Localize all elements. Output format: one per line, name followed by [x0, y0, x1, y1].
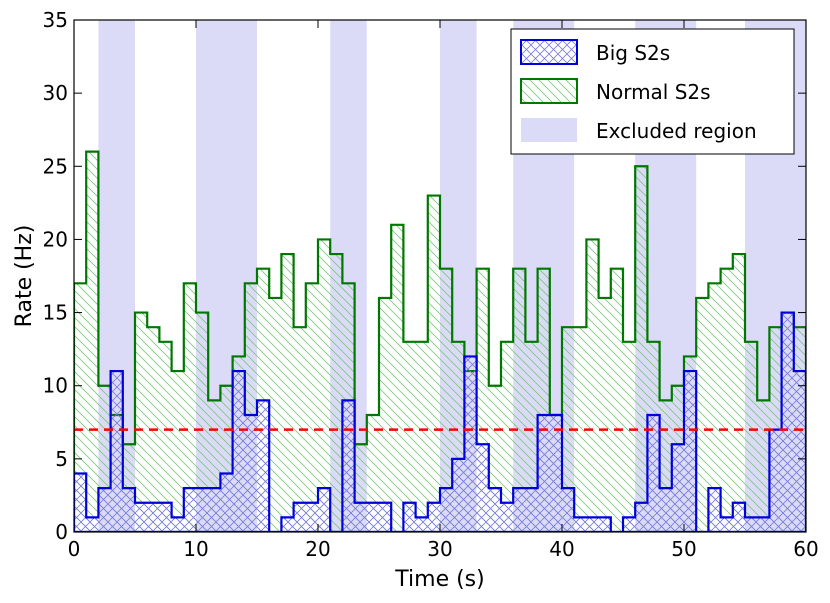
- x-tick-label-60: 60: [793, 537, 818, 561]
- legend-swatch-normal-s2s: [520, 78, 578, 104]
- legend-label-big-s2s: Big S2s: [596, 41, 670, 65]
- x-tick-label-40: 40: [549, 537, 574, 561]
- x-tick-label-10: 10: [183, 537, 208, 561]
- y-tick-label-0: 0: [55, 520, 68, 544]
- y-tick-label-25: 25: [43, 154, 68, 178]
- y-tick-label-15: 15: [43, 301, 68, 325]
- series-big-s2s: [74, 311, 806, 532]
- legend-swatch-big-s2s: [520, 39, 578, 65]
- x-tick-label-20: 20: [305, 537, 330, 561]
- y-tick-label-5: 5: [55, 447, 68, 471]
- series-layer: [74, 150, 806, 532]
- x-tick-label-30: 30: [427, 537, 452, 561]
- legend-label-excluded-region: Excluded region: [596, 119, 757, 143]
- legend: Big S2s Normal S2s Excluded region: [510, 28, 795, 155]
- x-tick-label-0: 0: [68, 537, 81, 561]
- y-axis-label: Rate (Hz): [12, 225, 37, 328]
- y-tick-label-20: 20: [43, 227, 68, 251]
- y-tick-label-10: 10: [43, 374, 68, 398]
- x-tick-label-50: 50: [671, 537, 696, 561]
- y-tick-label-35: 35: [43, 8, 68, 32]
- legend-label-normal-s2s: Normal S2s: [596, 80, 711, 104]
- legend-swatch-excluded-region: [521, 118, 577, 142]
- x-axis-label: Time (s): [394, 567, 484, 592]
- axis-ticks: 0 10 20 30 40 50 60 0 5 10 15 20 25 30 35: [43, 8, 819, 561]
- y-tick-label-30: 30: [43, 81, 68, 105]
